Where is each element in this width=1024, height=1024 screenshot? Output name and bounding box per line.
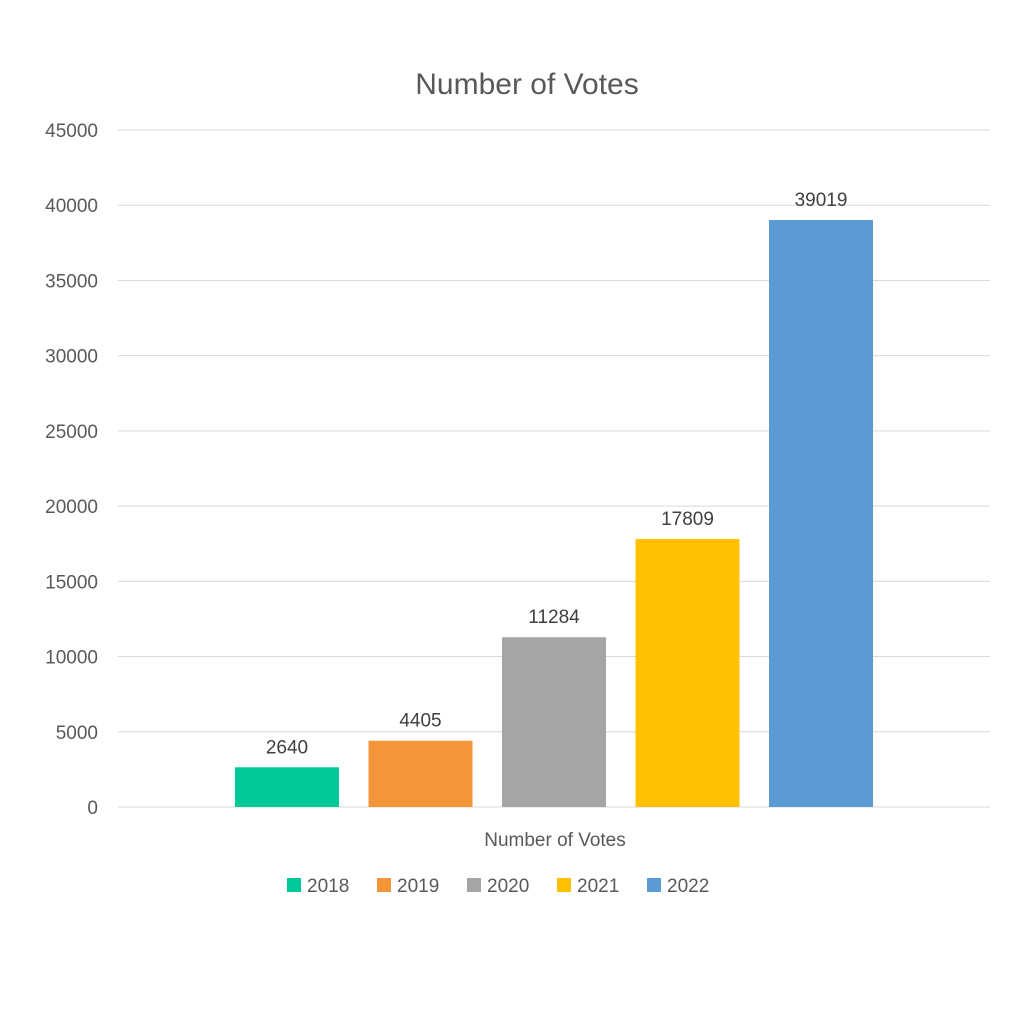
legend-label-2021: 2021 [577, 876, 619, 897]
data-label-2020: 11284 [528, 607, 580, 628]
data-label-2019: 4405 [399, 711, 441, 732]
y-axis-tick-labels: 0 5000 10000 15000 20000 25000 30000 35000 40000… [45, 121, 98, 819]
gridlines [118, 129, 990, 808]
legend-swatch-2022 [647, 878, 661, 892]
data-label-2021: 17809 [661, 509, 714, 530]
y-tick-label: 10000 [45, 648, 98, 669]
data-label-2018: 2640 [266, 737, 308, 758]
legend-label-2022: 2022 [667, 876, 709, 897]
legend-item-2022: 2022 [647, 876, 709, 897]
legend-item-2018: 2018 [287, 876, 349, 897]
x-category-label: Number of Votes [484, 830, 626, 851]
data-labels: 2640 4405 11284 17809 39019 [266, 190, 848, 758]
y-tick-label: 5000 [56, 723, 98, 744]
legend-label-2018: 2018 [307, 876, 349, 897]
y-tick-label: 15000 [45, 572, 98, 593]
legend-swatch-2019 [377, 878, 391, 892]
legend-item-2019: 2019 [377, 876, 439, 897]
legend-swatch-2020 [467, 878, 481, 892]
bar-2021 [635, 539, 740, 807]
legend-label-2020: 2020 [487, 876, 529, 897]
y-tick-label: 30000 [45, 347, 98, 368]
y-tick-label: 35000 [45, 271, 98, 292]
data-label-2022: 39019 [795, 190, 848, 211]
bars [235, 219, 873, 807]
y-tick-label: 0 [87, 798, 98, 819]
legend-swatch-2021 [557, 878, 571, 892]
y-tick-label: 45000 [45, 121, 98, 142]
legend-item-2021: 2021 [557, 876, 619, 897]
y-tick-label: 20000 [45, 497, 98, 518]
bar-2018 [235, 767, 339, 807]
legend-swatch-2018 [287, 878, 301, 892]
bar-2022 [769, 219, 873, 807]
legend: 2018 2019 2020 2021 2022 [287, 876, 709, 897]
x-axis-category-labels: Number of Votes [484, 830, 626, 851]
bar-2020 [502, 637, 606, 807]
legend-item-2020: 2020 [467, 876, 529, 897]
chart-title: Number of Votes [415, 68, 638, 101]
y-tick-label: 40000 [45, 196, 98, 217]
bar-2019 [368, 740, 473, 807]
legend-label-2019: 2019 [397, 876, 439, 897]
y-tick-label: 25000 [45, 422, 98, 443]
